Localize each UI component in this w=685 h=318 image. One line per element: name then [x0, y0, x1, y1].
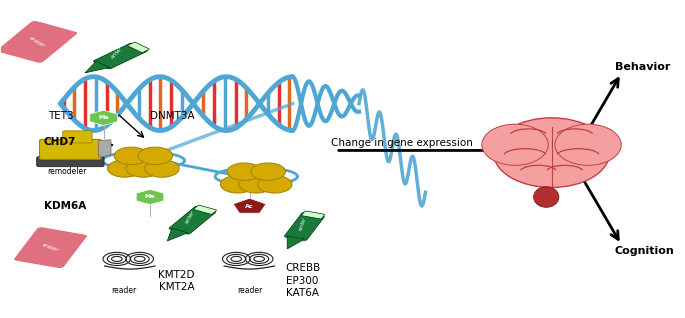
Text: Behavior: Behavior — [614, 62, 670, 72]
Polygon shape — [99, 140, 111, 157]
Ellipse shape — [114, 147, 149, 164]
FancyBboxPatch shape — [127, 42, 149, 52]
Text: Cognition: Cognition — [614, 246, 674, 256]
Text: writer: writer — [110, 46, 124, 60]
Text: KMT2D
KMT2A: KMT2D KMT2A — [158, 270, 195, 292]
FancyBboxPatch shape — [194, 205, 216, 214]
Polygon shape — [167, 228, 188, 241]
Text: KDM6A: KDM6A — [44, 202, 86, 211]
Ellipse shape — [493, 118, 610, 188]
Polygon shape — [85, 61, 110, 73]
Ellipse shape — [145, 160, 179, 177]
Text: reader: reader — [237, 286, 262, 295]
Polygon shape — [90, 110, 117, 125]
Ellipse shape — [221, 176, 255, 193]
Ellipse shape — [534, 187, 559, 207]
Polygon shape — [233, 198, 266, 213]
Ellipse shape — [555, 124, 621, 165]
Text: Ac: Ac — [245, 204, 254, 209]
Ellipse shape — [126, 160, 161, 177]
Ellipse shape — [239, 176, 273, 193]
Text: eraser: eraser — [28, 35, 46, 48]
Ellipse shape — [108, 160, 142, 177]
Text: Change in gene expression: Change in gene expression — [332, 138, 473, 148]
FancyBboxPatch shape — [37, 156, 104, 167]
FancyBboxPatch shape — [301, 211, 325, 219]
Ellipse shape — [227, 163, 262, 180]
Polygon shape — [287, 236, 305, 249]
Ellipse shape — [482, 124, 548, 165]
Text: CREBB
EP300
KAT6A: CREBB EP300 KAT6A — [285, 264, 321, 298]
Ellipse shape — [251, 163, 286, 180]
FancyBboxPatch shape — [0, 20, 78, 63]
FancyBboxPatch shape — [169, 206, 216, 234]
Text: writer: writer — [298, 216, 308, 232]
FancyBboxPatch shape — [63, 131, 92, 143]
Polygon shape — [136, 190, 164, 204]
Text: eraser: eraser — [41, 242, 60, 253]
Ellipse shape — [258, 176, 292, 193]
Text: remodeler: remodeler — [47, 167, 87, 176]
Text: Me: Me — [98, 115, 109, 120]
FancyBboxPatch shape — [284, 212, 325, 240]
Ellipse shape — [138, 147, 173, 164]
Text: CHD7: CHD7 — [44, 137, 76, 147]
Text: reader: reader — [111, 286, 136, 295]
Text: writer: writer — [184, 210, 196, 225]
Text: Me: Me — [145, 195, 155, 199]
Text: DNMT3A: DNMT3A — [150, 111, 195, 121]
FancyBboxPatch shape — [93, 43, 147, 69]
FancyBboxPatch shape — [40, 139, 101, 159]
Text: TET3: TET3 — [48, 111, 74, 121]
FancyBboxPatch shape — [14, 227, 88, 269]
